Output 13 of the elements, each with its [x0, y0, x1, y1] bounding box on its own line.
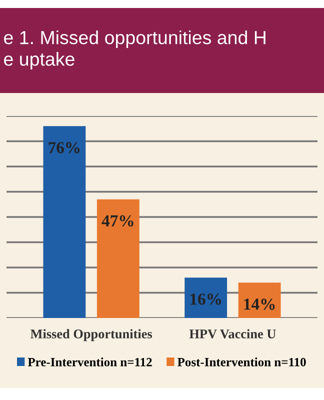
bar: [43, 126, 86, 318]
data-label: 14%: [244, 298, 275, 310]
legend-label: Post-Intervention n=110: [178, 358, 306, 366]
chart-title: e 1. Missed opportunities and H e uptake: [4, 30, 266, 70]
data-label: 76%: [48, 142, 80, 154]
data-label: 16%: [190, 294, 221, 305]
bar: [96, 199, 140, 318]
bar: [184, 278, 228, 318]
x-tick-label: Missed Opportunities: [30, 329, 152, 342]
legend-label: Pre-Intervention n=112: [28, 358, 152, 366]
x-tick-label: HPV Vaccine U: [189, 329, 276, 338]
bar: [238, 282, 281, 318]
data-label: 47%: [102, 215, 134, 227]
